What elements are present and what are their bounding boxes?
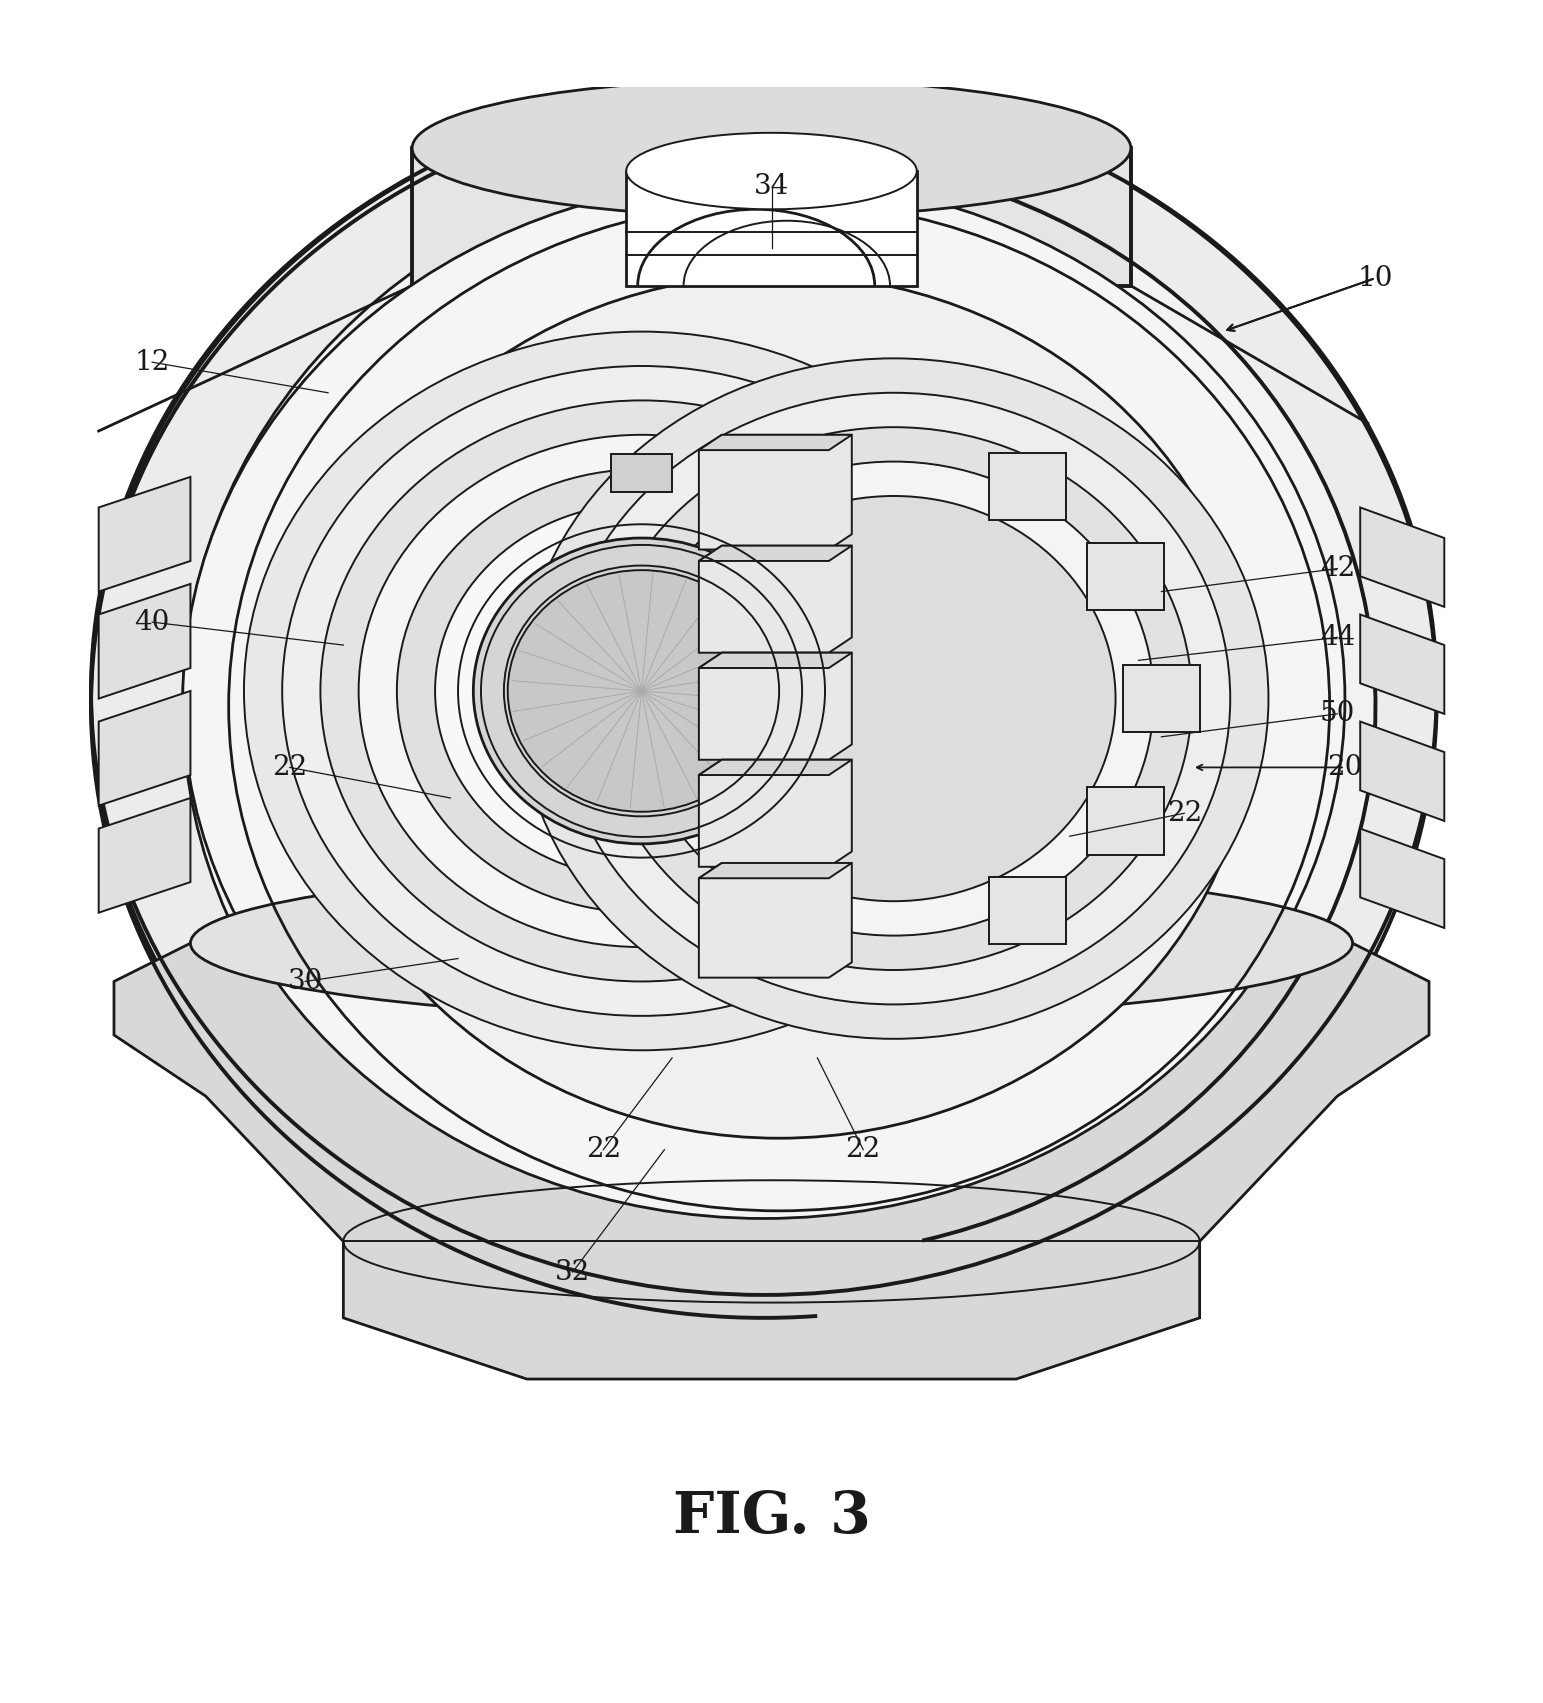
FancyBboxPatch shape (989, 877, 1066, 943)
Ellipse shape (596, 427, 1193, 971)
Polygon shape (412, 148, 1131, 286)
Polygon shape (99, 691, 190, 806)
Ellipse shape (182, 179, 1345, 1218)
Ellipse shape (626, 133, 917, 209)
Polygon shape (699, 760, 852, 867)
FancyBboxPatch shape (1123, 664, 1199, 732)
Polygon shape (634, 943, 741, 1027)
Ellipse shape (634, 462, 1154, 935)
Polygon shape (699, 434, 852, 550)
Text: 22: 22 (272, 754, 307, 782)
Polygon shape (699, 652, 852, 668)
Polygon shape (699, 760, 852, 775)
Ellipse shape (321, 400, 963, 981)
Polygon shape (699, 545, 852, 652)
Text: 40: 40 (134, 608, 170, 635)
Text: 50: 50 (1319, 700, 1355, 727)
Polygon shape (611, 455, 673, 492)
Polygon shape (699, 652, 852, 760)
Ellipse shape (435, 504, 849, 879)
Text: 44: 44 (1319, 623, 1355, 651)
Polygon shape (699, 863, 852, 978)
Ellipse shape (557, 393, 1230, 1005)
Text: 10: 10 (1358, 264, 1393, 291)
Polygon shape (626, 170, 917, 286)
Text: 32: 32 (555, 1259, 591, 1286)
Polygon shape (99, 584, 190, 698)
Ellipse shape (397, 470, 886, 913)
Text: 42: 42 (1319, 555, 1355, 582)
Text: 22: 22 (586, 1136, 620, 1163)
Ellipse shape (282, 366, 1001, 1017)
Ellipse shape (306, 274, 1253, 1138)
Ellipse shape (244, 332, 1038, 1051)
Text: 30: 30 (287, 967, 322, 995)
Polygon shape (699, 545, 852, 560)
Polygon shape (699, 434, 852, 450)
Text: 22: 22 (846, 1136, 881, 1163)
Ellipse shape (474, 538, 810, 845)
Ellipse shape (673, 496, 1116, 901)
Text: FIG. 3: FIG. 3 (673, 1488, 870, 1545)
FancyBboxPatch shape (1088, 543, 1163, 610)
Ellipse shape (412, 80, 1131, 216)
Text: 12: 12 (134, 349, 170, 376)
Polygon shape (699, 863, 852, 879)
Ellipse shape (518, 358, 1268, 1039)
Ellipse shape (358, 434, 924, 947)
Polygon shape (1361, 507, 1444, 606)
Polygon shape (1361, 829, 1444, 928)
Polygon shape (1361, 615, 1444, 714)
Polygon shape (802, 943, 909, 1027)
Ellipse shape (190, 867, 1353, 1020)
Polygon shape (114, 943, 1429, 1379)
Polygon shape (99, 799, 190, 913)
FancyBboxPatch shape (1088, 787, 1163, 855)
Polygon shape (1361, 722, 1444, 821)
Ellipse shape (182, 155, 1375, 1257)
Polygon shape (99, 477, 190, 591)
Ellipse shape (508, 571, 775, 812)
Text: 20: 20 (1327, 754, 1362, 782)
Text: 34: 34 (755, 172, 788, 199)
Ellipse shape (91, 87, 1437, 1310)
Text: 22: 22 (1167, 800, 1202, 826)
FancyBboxPatch shape (989, 453, 1066, 521)
